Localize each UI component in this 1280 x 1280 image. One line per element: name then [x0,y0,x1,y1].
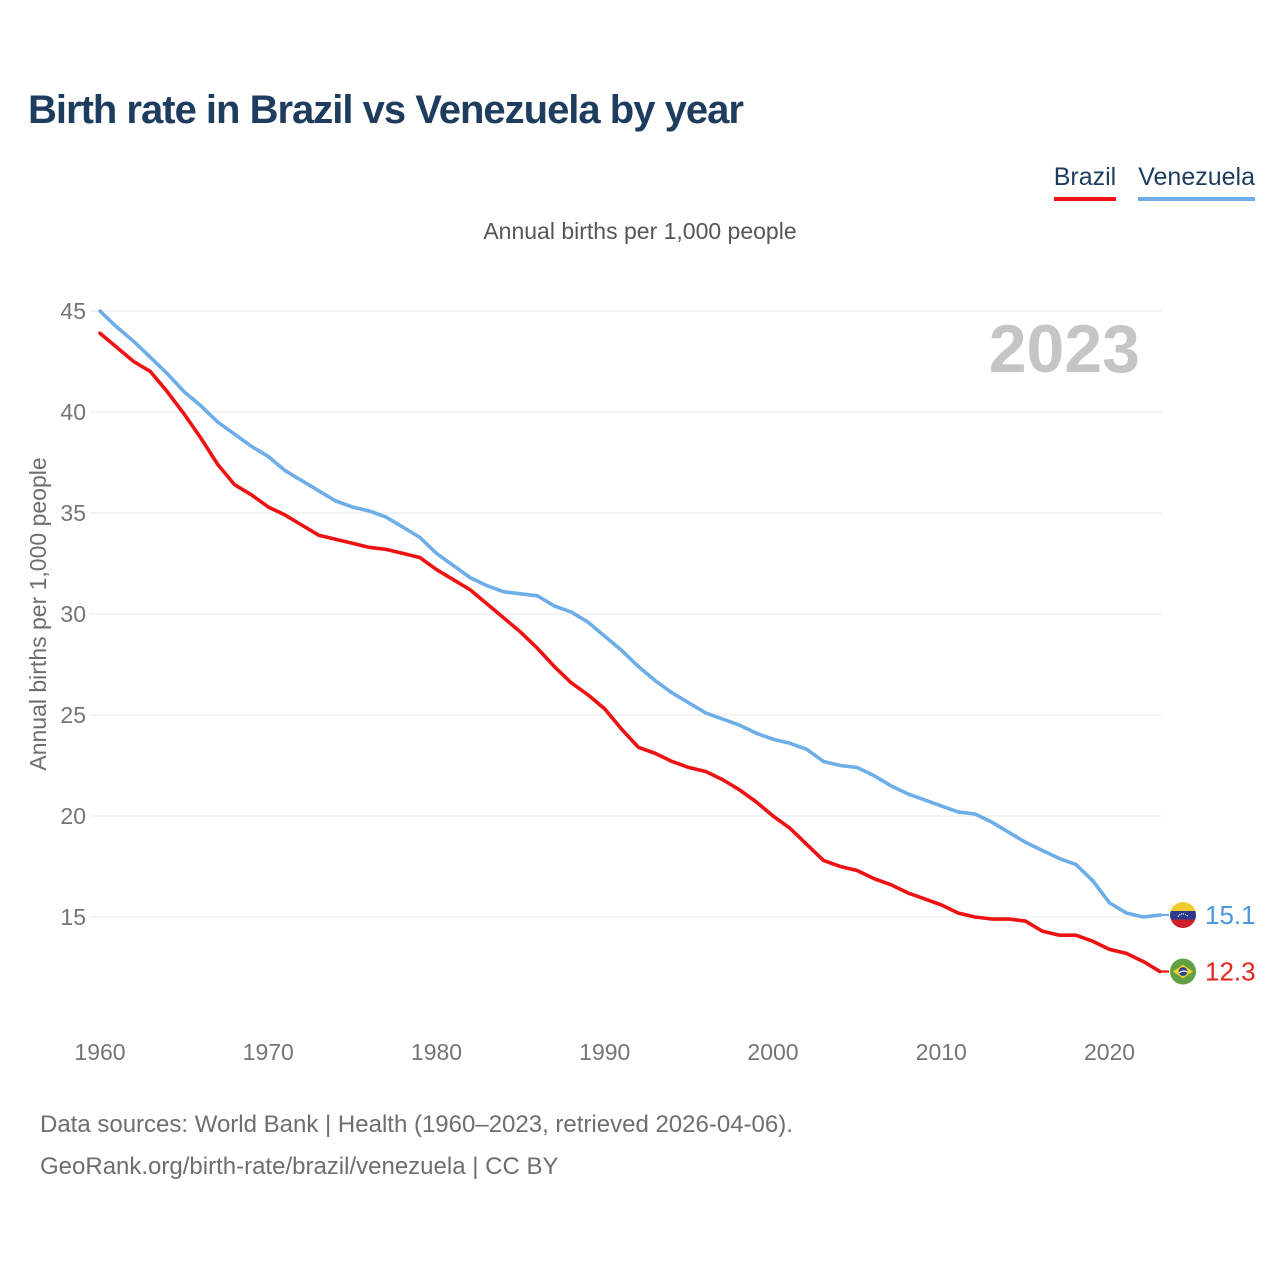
x-tick-label: 1970 [243,1039,294,1065]
brazil-line [98,331,1162,974]
series-lines [98,309,1162,974]
y-axis-tick-labels: 15 20 25 30 35 40 45 [60,298,86,930]
y-tick-label: 40 [60,399,86,425]
venezuela-line [98,309,1162,919]
brazil-end-value: 12.3 [1205,957,1256,987]
source-note: Data sources: World Bank | Health (1960–… [40,1104,793,1188]
y-tick-label: 15 [60,904,86,930]
source-line-2: GeoRank.org/birth-rate/brazil/venezuela … [40,1153,559,1180]
legend-item-brazil[interactable]: Brazil [1053,163,1117,201]
legend: Brazil Venezuela [1053,163,1255,201]
x-tick-label: 1980 [411,1039,462,1065]
x-tick-label: 2020 [1084,1039,1135,1065]
x-tick-label: 2000 [747,1039,798,1065]
page-title: Birth rate in Brazil vs Venezuela by yea… [28,88,744,132]
year-watermark: 2023 [989,311,1140,387]
y-axis-title: Annual births per 1,000 people [25,457,51,770]
source-line-1: Data sources: World Bank | Health (1960–… [40,1111,793,1138]
y-tick-label: 20 [60,803,86,829]
y-tick-label: 30 [60,601,86,627]
y-tick-label: 35 [60,500,86,526]
venezuela-end-value: 15.1 [1205,900,1256,930]
x-axis-tick-labels: 1960 1970 1980 1990 2000 2010 2020 [74,1039,1135,1065]
brazil-flag-icon [1169,957,1197,986]
x-tick-label: 2010 [916,1039,967,1065]
venezuela-flag-icon [1170,902,1196,928]
y-tick-label: 25 [60,702,86,728]
x-tick-label: 1960 [74,1039,125,1065]
x-tick-label: 1990 [579,1039,630,1065]
y-tick-label: 45 [60,298,86,324]
legend-item-venezuela[interactable]: Venezuela [1138,163,1255,201]
chart-subtitle: Annual births per 1,000 people [483,218,797,244]
